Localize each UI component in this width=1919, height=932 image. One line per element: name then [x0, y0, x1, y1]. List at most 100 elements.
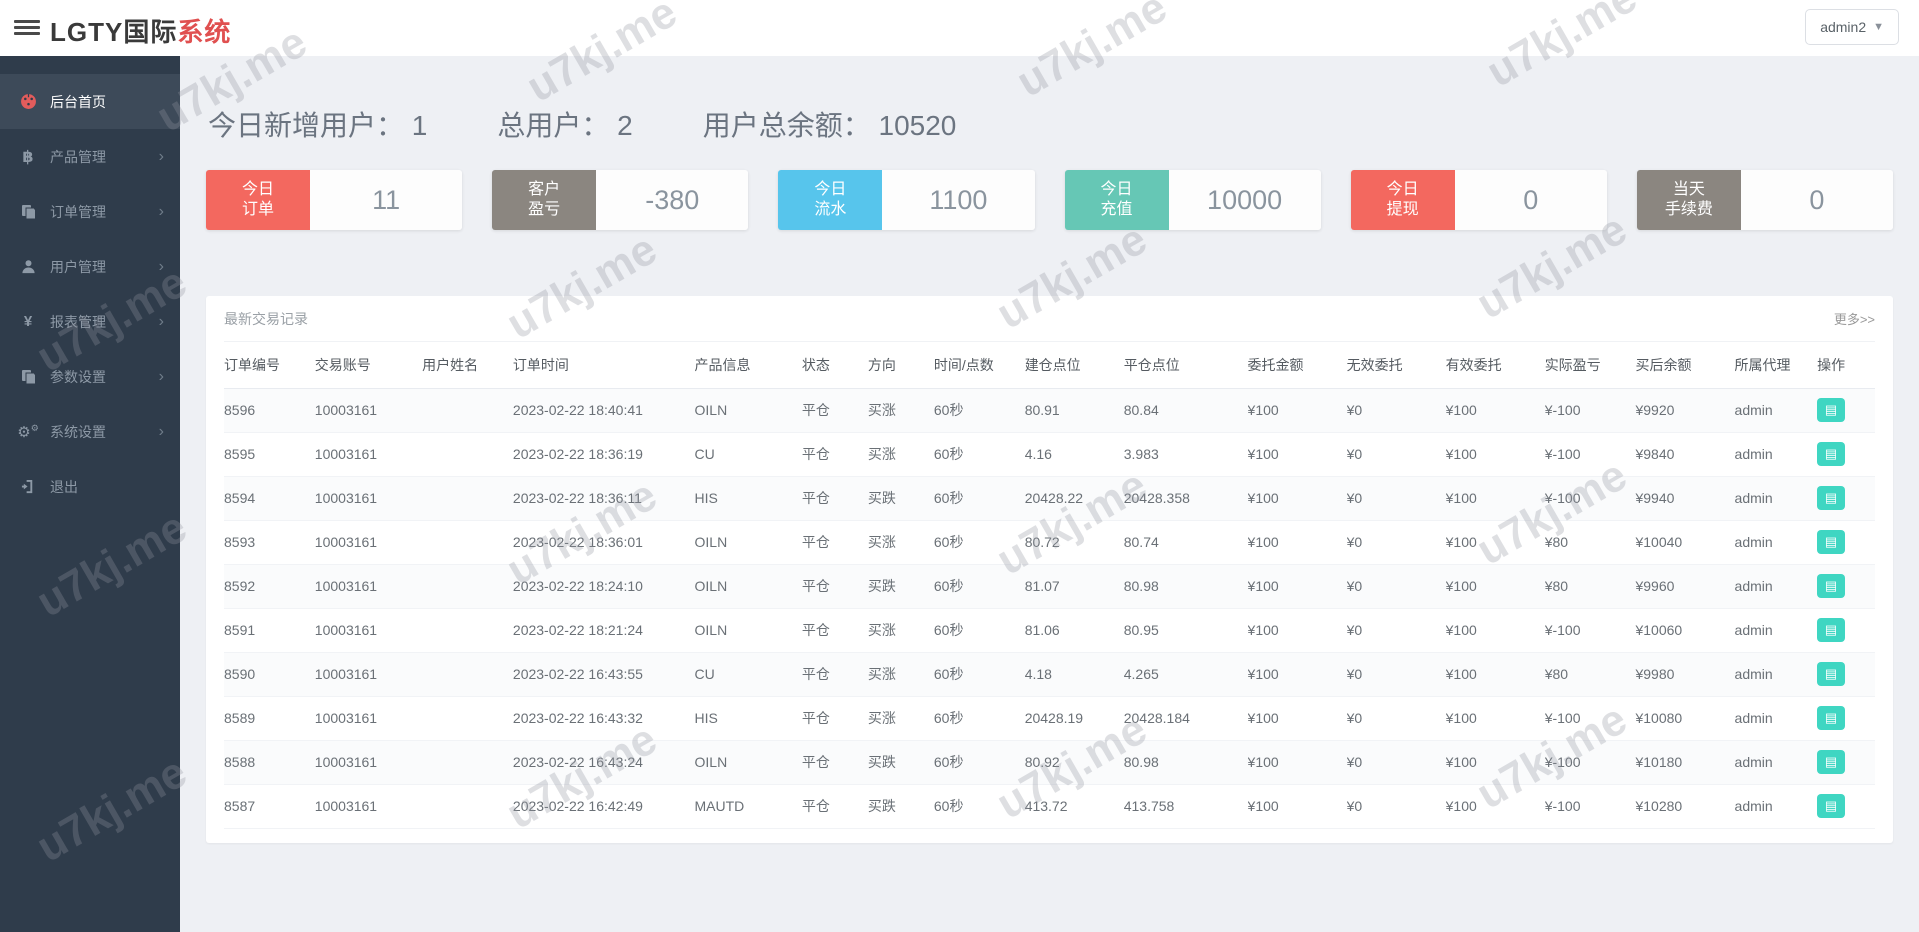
detail-button[interactable]: ▤ — [1817, 706, 1846, 730]
summary-stat: 用户总余额： 10520 — [702, 110, 957, 141]
close-price-cell: 20428.358 — [1123, 476, 1248, 521]
sidebar-item-label: 报表管理 — [50, 313, 106, 330]
orders-icon — [16, 204, 40, 220]
balance-after-cell: ¥9840 — [1635, 432, 1735, 477]
sidebar-item-1[interactable]: 后台首页 — [0, 74, 180, 129]
stat-card-6[interactable]: 当天 手续费 0 — [1636, 170, 1894, 230]
detail-button[interactable]: ▤ — [1817, 574, 1846, 598]
sidebar-item-label: 退出 — [50, 478, 78, 495]
trades-table: 订单编号 交易账号 用户姓名 订单时间 产品信息 状态 方向 时间/点数 建仓点位 平仓点位 委托金… — [224, 342, 1875, 829]
order-id-cell: 8596 — [224, 388, 315, 433]
detail-button[interactable]: ▤ — [1817, 750, 1846, 774]
direction-cell: 买跌 — [867, 476, 934, 521]
user-icon — [16, 259, 40, 274]
detail-button[interactable]: ▤ — [1817, 618, 1846, 642]
duration-cell: 60秒 — [933, 476, 1025, 521]
duration-cell: 60秒 — [933, 564, 1025, 609]
chevron-right-icon: › — [158, 422, 164, 440]
detail-button[interactable]: ▤ — [1817, 794, 1846, 818]
entrust-amount-cell: ¥100 — [1247, 432, 1347, 477]
agent-cell: admin — [1734, 608, 1818, 653]
bitcoin-icon: ฿ — [22, 148, 34, 166]
actual-profit-cell: ¥-100 — [1544, 608, 1636, 653]
direction-cell: 买涨 — [867, 696, 934, 741]
agent-cell: admin — [1734, 740, 1818, 785]
valid-entrust-cell: ¥100 — [1445, 740, 1545, 785]
open-price-cell: 4.18 — [1024, 652, 1124, 697]
sidebar-item-6[interactable]: 参数设置 › — [0, 349, 180, 404]
close-price-cell: 80.98 — [1123, 564, 1248, 609]
stat-card-5[interactable]: 今日 提现 0 — [1350, 170, 1607, 230]
close-price-cell: 80.74 — [1123, 520, 1248, 565]
duration-cell: 60秒 — [933, 740, 1025, 785]
user-dropdown[interactable]: admin2 ▼ — [1805, 9, 1899, 45]
operation-cell: ▤ — [1817, 608, 1875, 653]
sidebar-item-label: 后台首页 — [50, 93, 106, 110]
product-cell: OILN — [694, 388, 802, 433]
actual-profit-cell: ¥-100 — [1544, 784, 1636, 829]
operation-cell: ▤ — [1817, 432, 1875, 477]
invalid-entrust-cell: ¥0 — [1346, 696, 1446, 741]
sidebar-item-7[interactable]: ⚙⚙ 系统设置 › — [0, 404, 180, 459]
sidebar-item-4[interactable]: 用户管理 › — [0, 239, 180, 294]
user-name-cell — [422, 740, 513, 785]
open-price-cell: 80.91 — [1024, 388, 1124, 433]
sidebar-item-label: 参数设置 — [50, 368, 106, 385]
stat-card-3[interactable]: 今日 流水 1100 — [778, 170, 1035, 230]
more-link[interactable]: 更多>> — [1833, 312, 1875, 327]
detail-button[interactable]: ▤ — [1817, 662, 1846, 686]
operation-cell: ▤ — [1817, 784, 1875, 829]
table-row: 8589 10003161 2023-02-22 16:43:32 HIS 平仓 买涨 60… — [224, 696, 1875, 741]
stat-card-value: 0 — [1454, 170, 1607, 230]
trade-account-cell: 10003161 — [314, 696, 423, 741]
operation-cell: ▤ — [1817, 476, 1875, 521]
sidebar-item-5[interactable]: ¥ 报表管理 › — [0, 294, 180, 349]
open-price-cell: 80.92 — [1024, 740, 1124, 785]
trade-account-cell: 10003161 — [314, 476, 423, 521]
sidebar-item-3[interactable]: 订单管理 › — [0, 184, 180, 239]
params-icon — [16, 369, 40, 385]
trade-account-cell: 10003161 — [314, 520, 423, 565]
sidebar-item-8[interactable]: 退出 — [0, 459, 180, 514]
order-time-cell: 2023-02-22 18:36:01 — [512, 520, 695, 565]
latest-trades-panel: 最新交易记录 更多>> 订单编号 交易账号 用户姓名 订单时间 产品信息 状态 方向 时间/点… — [206, 296, 1893, 843]
stat-card-1[interactable]: 今日 订单 11 — [206, 170, 463, 230]
column-header: 状态 — [801, 342, 868, 389]
stat-card-4[interactable]: 今日 充值 10000 — [1064, 170, 1321, 230]
column-header: 所属代理 — [1734, 342, 1818, 389]
operation-cell: ▤ — [1817, 520, 1875, 565]
balance-after-cell: ¥10080 — [1635, 696, 1735, 741]
direction-cell: 买跌 — [867, 564, 934, 609]
duration-cell: 60秒 — [933, 652, 1025, 697]
detail-button[interactable]: ▤ — [1817, 398, 1846, 422]
invalid-entrust-cell: ¥0 — [1346, 740, 1446, 785]
stat-card-label: 今日 充值 — [1064, 170, 1169, 230]
invalid-entrust-cell: ¥0 — [1346, 520, 1446, 565]
operation-cell: ▤ — [1817, 696, 1875, 741]
direction-cell: 买涨 — [867, 432, 934, 477]
entrust-amount-cell: ¥100 — [1247, 696, 1347, 741]
sidebar-item-label: 系统设置 — [50, 423, 106, 440]
table-row: 8590 10003161 2023-02-22 16:43:55 CU 平仓 买涨 60秒… — [224, 652, 1875, 697]
balance-after-cell: ¥10280 — [1635, 784, 1735, 829]
valid-entrust-cell: ¥100 — [1445, 476, 1545, 521]
order-id-cell: 8595 — [224, 432, 315, 477]
stat-card-2[interactable]: 客户 盈亏 -380 — [492, 170, 749, 230]
detail-button[interactable]: ▤ — [1817, 442, 1846, 466]
detail-button[interactable]: ▤ — [1817, 486, 1846, 510]
stat-cards: 今日 订单 11 客户 盈亏 -380 今日 流水 1100 今日 充值 10000 今日 提现 0 当天 手续… — [206, 170, 1894, 230]
order-time-cell: 2023-02-22 18:40:41 — [512, 388, 695, 433]
logout-icon — [16, 479, 40, 494]
hamburger-menu-icon[interactable] — [14, 17, 40, 39]
column-header: 产品信息 — [694, 342, 802, 389]
open-price-cell: 81.07 — [1024, 564, 1124, 609]
operation-cell: ▤ — [1817, 740, 1875, 785]
sidebar-item-2[interactable]: ฿ 产品管理 › — [0, 129, 180, 184]
stat-card-value: 0 — [1740, 170, 1894, 230]
table-row: 8595 10003161 2023-02-22 18:36:19 CU 平仓 买涨 60秒… — [224, 432, 1875, 477]
panel-title: 最新交易记录 — [224, 310, 308, 327]
product-cell: OILN — [694, 740, 802, 785]
order-time-cell: 2023-02-22 18:21:24 — [512, 608, 695, 653]
open-price-cell: 20428.19 — [1024, 696, 1124, 741]
detail-button[interactable]: ▤ — [1817, 530, 1846, 554]
